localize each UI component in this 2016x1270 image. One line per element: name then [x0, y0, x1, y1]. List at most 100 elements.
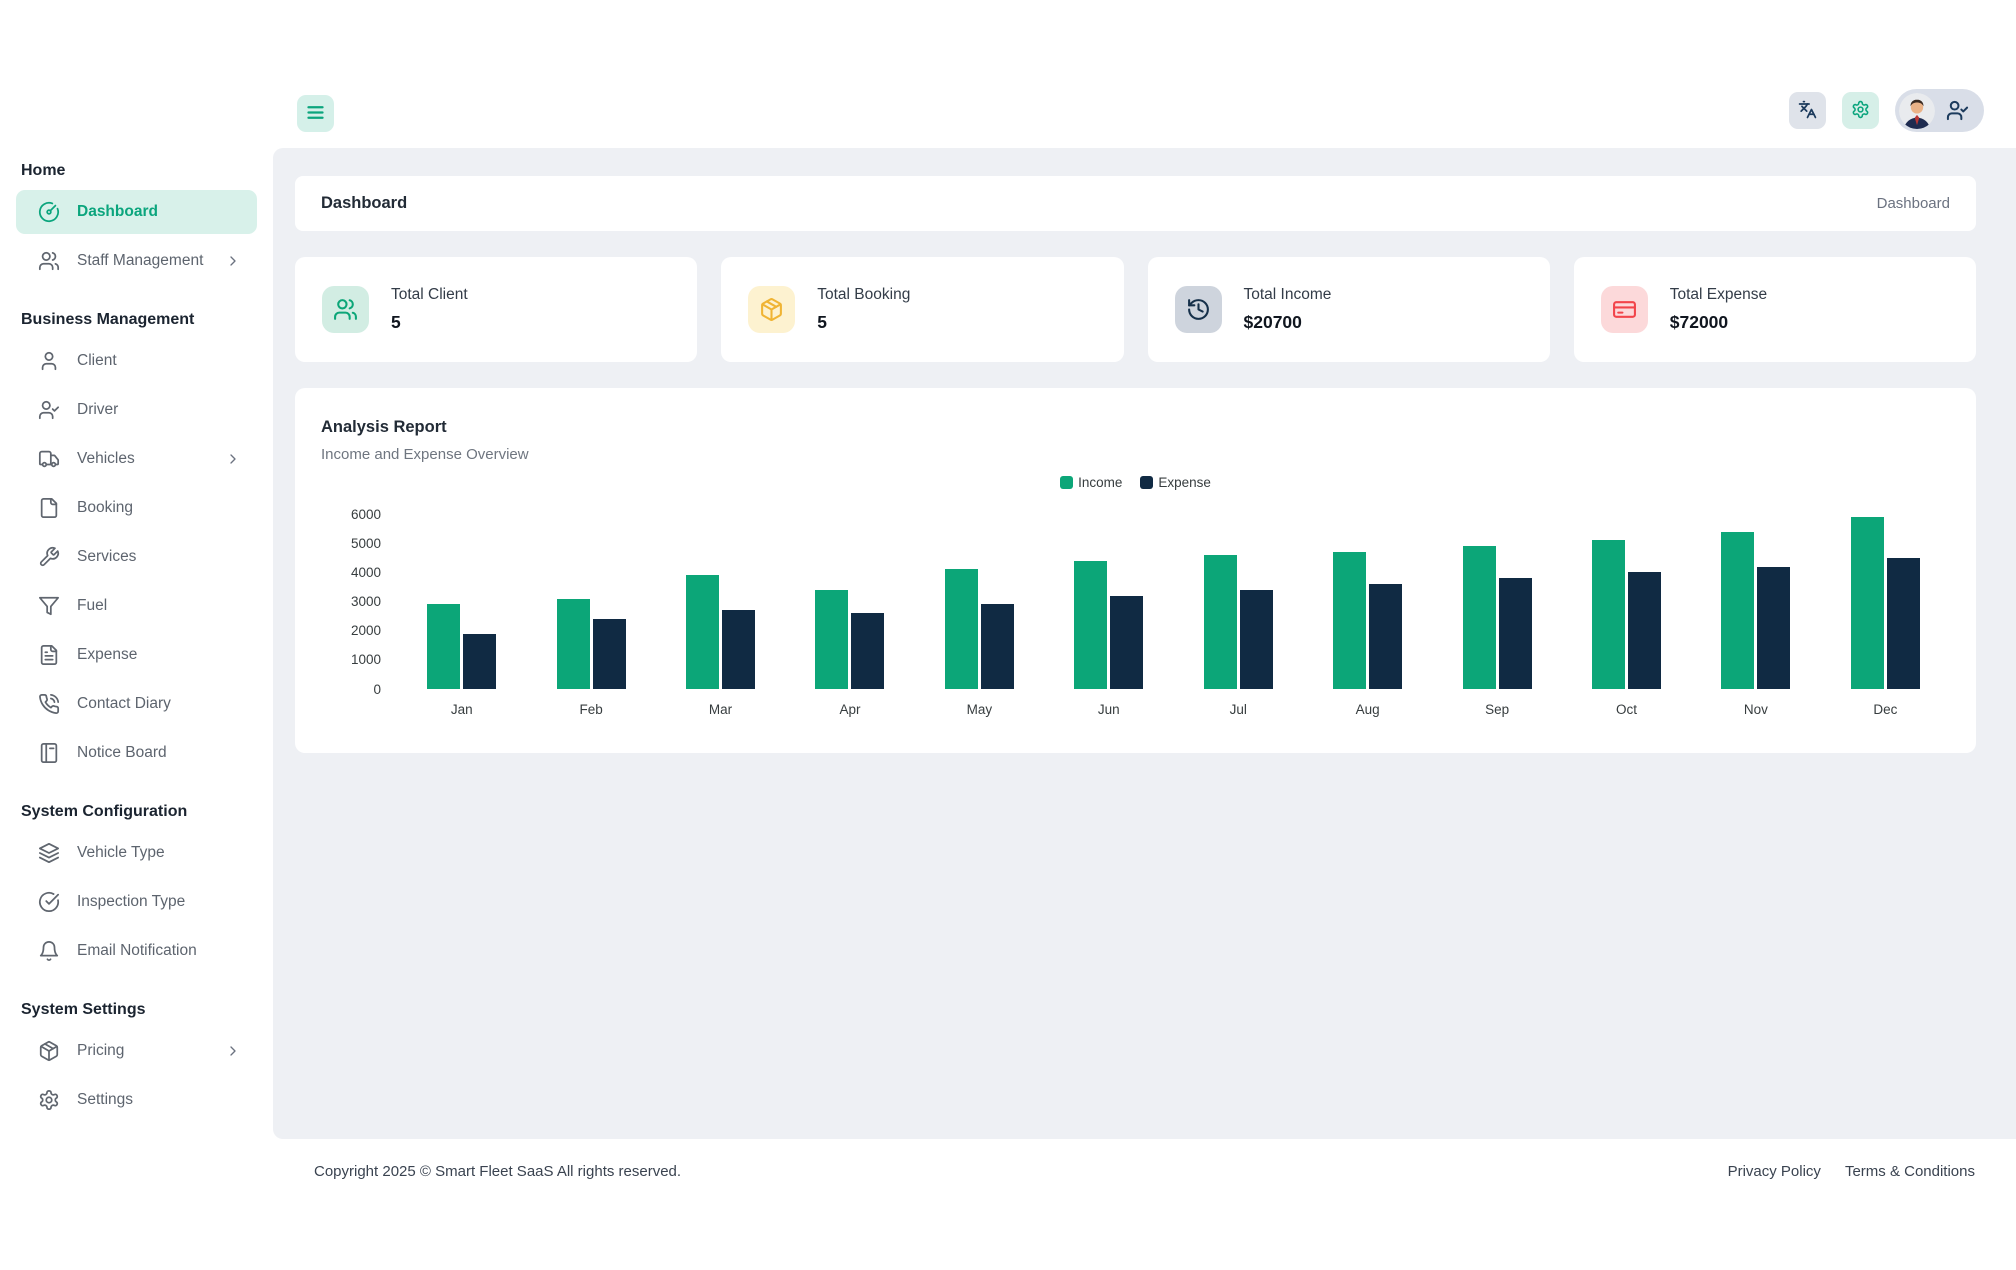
sidebar-item-services[interactable]: Services: [16, 535, 257, 579]
package-icon: [748, 286, 796, 333]
sidebar-item-pricing[interactable]: Pricing: [16, 1029, 257, 1073]
bars: [656, 514, 785, 689]
chart-area: 0 1000 2000 3000 4000 5000 6000 Jan Feb Mar Apr Ma…: [321, 507, 1950, 717]
x-axis-label: Mar: [708, 702, 733, 717]
page-header-card: Dashboard Dashboard: [295, 176, 1976, 231]
sidebar-section-label: System Configuration: [21, 803, 188, 820]
sidebar-item-expense[interactable]: Expense: [16, 633, 257, 677]
sidebar-item-label: Fuel: [77, 597, 108, 614]
stat-card-total-client: Total Client 5: [295, 257, 698, 362]
bar-income-jan: [427, 604, 461, 689]
sidebar-item-client[interactable]: Client: [16, 339, 257, 383]
x-axis-label: Aug: [1355, 702, 1380, 717]
sidebar-item-settings[interactable]: Settings: [16, 1078, 257, 1122]
file-icon: [38, 497, 60, 519]
stats-row: Total Client 5 Total Booking 5 Total Income $…: [295, 257, 1976, 362]
bar-group-jul: Jul: [1174, 514, 1303, 717]
bars: [1303, 514, 1432, 689]
profile-menu[interactable]: [1895, 89, 1984, 132]
y-axis-tick: 6000: [350, 506, 381, 522]
topbar-actions: [1789, 89, 1984, 132]
truck-icon: [38, 448, 60, 470]
sidebar-item-label: Email Notification: [77, 942, 197, 959]
bar-expense-jan: [463, 633, 497, 689]
sidebar-item-label: Vehicles: [77, 450, 135, 467]
gear-icon: [1851, 100, 1870, 122]
bar-group-jan: Jan: [397, 514, 526, 717]
sidebar-item-email-notification[interactable]: Email Notification: [16, 929, 257, 973]
sidebar-item-label: Staff Management: [77, 252, 204, 269]
bar-expense-jun: [1110, 595, 1144, 689]
sidebar-item-label: Pricing: [77, 1042, 125, 1059]
bars: [1044, 514, 1173, 689]
credit-card-icon: [1600, 286, 1648, 333]
users-icon: [38, 250, 60, 272]
x-axis-label: May: [966, 702, 993, 717]
x-axis-label: Nov: [1743, 702, 1768, 717]
bars: [1821, 514, 1950, 689]
language-button[interactable]: [1789, 92, 1826, 129]
sidebar: Home Dashboard Staff Management Business Ma…: [0, 0, 273, 1270]
footer-link-privacy-policy[interactable]: Privacy Policy: [1727, 1163, 1821, 1180]
x-axis-label: Jul: [1229, 702, 1247, 717]
bar-expense-sep: [1498, 578, 1532, 689]
users-icon: [322, 286, 369, 333]
sidebar-item-driver[interactable]: Driver: [16, 388, 257, 432]
bar-income-oct: [1592, 540, 1625, 689]
x-axis-label: Apr: [839, 702, 861, 717]
bars: [1432, 514, 1561, 689]
sidebar-item-booking[interactable]: Booking: [16, 486, 257, 530]
sidebar-item-fuel[interactable]: Fuel: [16, 584, 257, 628]
bars: [526, 514, 655, 689]
chart-plot: Jan Feb Mar Apr May Jun Jul Aug Sep Oct Nov Dec: [397, 514, 1950, 717]
footer-link-terms-conditions[interactable]: Terms & Conditions: [1844, 1163, 1975, 1180]
bar-income-mar: [686, 575, 720, 689]
bar-income-jul: [1203, 554, 1237, 689]
gauge-icon: [38, 201, 60, 223]
circle-check-icon: [38, 891, 60, 913]
sidebar-item-vehicle-type[interactable]: Vehicle Type: [16, 831, 257, 875]
bar-expense-dec: [1886, 557, 1920, 689]
menu-toggle-button[interactable]: [297, 95, 334, 132]
bar-income-sep: [1462, 546, 1496, 689]
content-panel: Dashboard Dashboard Total Client 5 Total B…: [273, 148, 2016, 1139]
sidebar-item-label: Expense: [77, 646, 138, 663]
bar-expense-apr: [851, 613, 885, 689]
sidebar-item-dashboard[interactable]: Dashboard: [16, 190, 257, 234]
chevron-right-icon: [225, 253, 241, 269]
bar-group-oct: Oct: [1562, 514, 1691, 717]
footer-links: Privacy Policy Terms & Conditions: [1728, 1163, 1975, 1180]
bar-income-jun: [1074, 560, 1108, 689]
x-axis-label: Dec: [1873, 702, 1898, 717]
stat-card-total-booking: Total Booking 5: [721, 257, 1124, 362]
sidebar-item-notice-board[interactable]: Notice Board: [16, 731, 257, 775]
bar-group-dec: Dec: [1821, 514, 1950, 717]
y-axis-tick: 4000: [350, 564, 381, 580]
chevron-right-icon: [225, 1043, 241, 1059]
sidebar-item-vehicles[interactable]: Vehicles: [16, 437, 257, 481]
stat-value: 5: [817, 312, 827, 332]
main-column: Dashboard Dashboard Total Client 5 Total B…: [273, 0, 2016, 1270]
y-axis-tick: 0: [373, 681, 381, 697]
legend-item-expense[interactable]: Expense: [1140, 475, 1211, 490]
sidebar-item-staff-management[interactable]: Staff Management: [16, 239, 257, 283]
sidebar-item-contact-diary[interactable]: Contact Diary: [16, 682, 257, 726]
stat-label: Total Client: [391, 286, 468, 303]
bar-expense-oct: [1628, 572, 1661, 689]
chart-card: Analysis Report Income and Expense Overv…: [295, 388, 1976, 753]
sidebar-item-label: Services: [77, 548, 137, 565]
menu-icon: [305, 102, 326, 126]
breadcrumb[interactable]: Dashboard: [1876, 195, 1950, 212]
sidebar-item-label: Settings: [77, 1091, 134, 1108]
stat-card-total-expense: Total Expense $72000: [1573, 257, 1976, 362]
sidebar-item-inspection-type[interactable]: Inspection Type: [16, 880, 257, 924]
settings-button[interactable]: [1842, 92, 1879, 129]
bars: [1691, 514, 1820, 689]
bar-income-may: [944, 569, 978, 689]
stat-label: Total Expense: [1669, 286, 1768, 303]
chart-legend: Income Expense: [321, 475, 1950, 490]
user-icon: [38, 350, 60, 372]
sidebar-section-label: Business Management: [21, 311, 195, 328]
legend-item-income[interactable]: Income: [1060, 475, 1122, 490]
